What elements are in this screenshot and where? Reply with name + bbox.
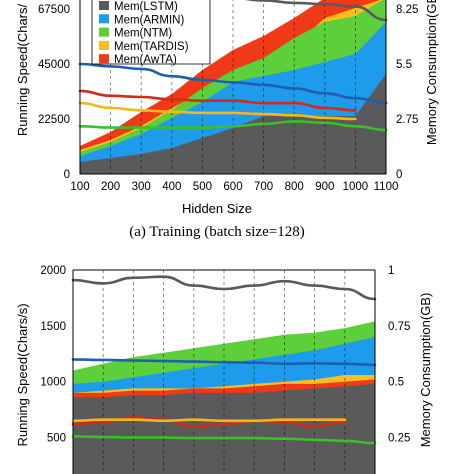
legend-label-mem-ntm: Mem(NTM) (114, 28, 172, 40)
legend: Mem(LSTM)Mem(ARMIN) Mem(NTM)Mem(TARDIS)Me… (91, 0, 211, 66)
y-tick-label: 67500 (38, 4, 70, 16)
x-tick-label: 1000 (343, 181, 369, 193)
legend-swatch-mem-lstm (99, 1, 109, 10)
legend-swatch-mem-awta (99, 54, 109, 64)
y-tick-label: 2000 (40, 265, 66, 277)
y2-tick-label: 8.25 (396, 4, 418, 16)
area-mem-lstm (80, 74, 386, 174)
line-speed-tardis (78, 101, 357, 121)
line-speed-lstm (244, 0, 388, 22)
x-tick-label: 300 (132, 181, 151, 193)
y-tick-label: 1000 (40, 377, 66, 389)
line-speed-ntm (78, 120, 388, 132)
y2-tick-label: 1 (388, 265, 394, 277)
y2-tick-label: 5.5 (396, 59, 412, 71)
legend-label-mem-armin: Mem(ARMIN) (114, 14, 184, 26)
x-tick-label: 1100 (374, 181, 399, 193)
line-speed-tardis (71, 418, 347, 423)
x-tick-label: 500 (193, 181, 212, 193)
y2-tick-label: 0 (396, 169, 402, 181)
x-tick-label: 100 (70, 181, 89, 193)
legend-swatch-mem-armin (99, 14, 109, 24)
x-tick-label: 600 (223, 181, 242, 193)
y-axis-label: Running Speed(Chars/ (15, 3, 30, 136)
y-tick-label: 22500 (38, 114, 70, 126)
x-axis-label: Hidden Size (182, 201, 252, 216)
y2-axis-label: Memory Consumption(GB) (418, 293, 433, 448)
line-speed-ntm (71, 435, 377, 445)
line-speed-awta (78, 89, 357, 112)
y2-tick-label: 0.5 (388, 377, 404, 389)
legend-swatch-mem-tardis (99, 40, 109, 50)
x-tick-label: 800 (285, 181, 304, 193)
legend-label-mem-lstm: Mem(LSTM) (114, 1, 178, 13)
training-chart: 0 22500 45000 67500 0 2.75 5.5 8.25 100 200 300 400… (15, 0, 439, 240)
y-tick-label: 0 (64, 169, 70, 181)
x-tick-label: 900 (315, 181, 334, 193)
second-chart: 500 1000 1500 2000 0.25 0.5 0.75 1 Running Spee… (15, 265, 433, 474)
y2-tick-label: 2.75 (396, 114, 418, 126)
figure-caption: (a) Training (batch size=128) (129, 224, 305, 240)
legend-box (91, 0, 211, 65)
x-tick-label: 400 (162, 181, 181, 193)
y2-axis-label: Memory Consumption(GB (424, 0, 439, 145)
legend-label-mem-awta: Mem(AwTA) (114, 54, 177, 66)
x-tick-label: 700 (254, 181, 273, 193)
y2-tick-label: 0.25 (388, 433, 410, 445)
plot-frame (79, 0, 387, 175)
y-tick-label: 500 (47, 433, 66, 445)
y-tick-label: 1500 (40, 321, 66, 333)
line-speed-lstm (71, 275, 377, 301)
x-tick-label: 200 (101, 181, 120, 193)
legend-swatch-mem-ntm (99, 27, 109, 37)
y-tick-label: 45000 (38, 59, 70, 71)
y2-tick-label: 0.75 (388, 321, 410, 333)
legend-label-mem-tardis: Mem(TARDIS) (114, 41, 189, 53)
line-speed-armin (78, 62, 388, 105)
line-speed-armin (71, 358, 377, 367)
y-axis-label: Running Speed(Chars/s) (15, 303, 30, 446)
